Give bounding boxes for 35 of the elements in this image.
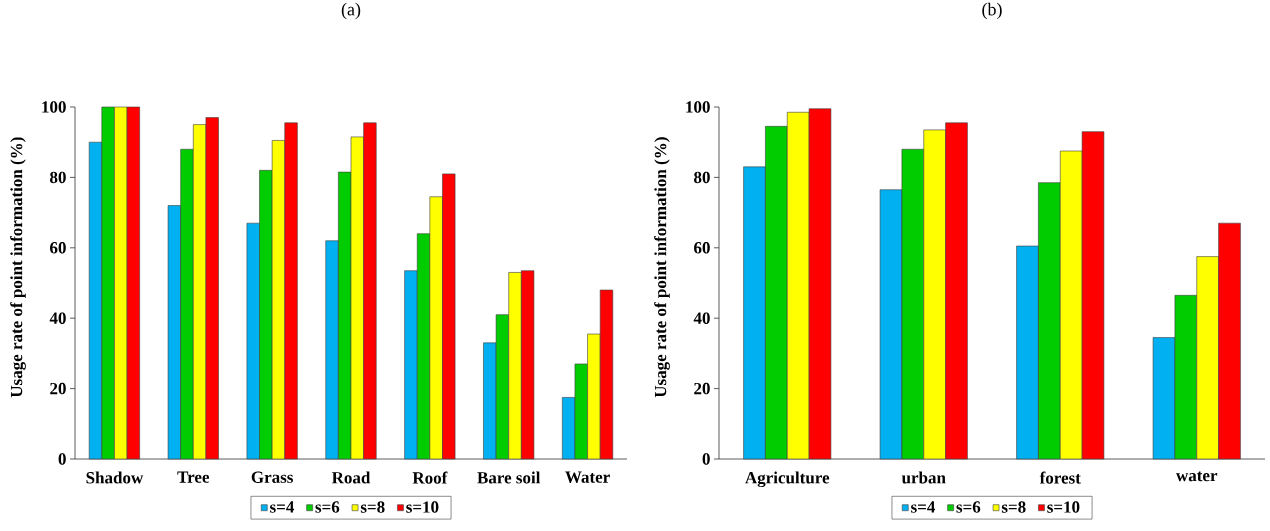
x-tick-label: Agriculture (745, 471, 830, 488)
legend-label: s=4 (911, 501, 936, 513)
x-tick-label: Roof (412, 471, 448, 484)
y-tick-label: 40 (49, 312, 66, 324)
y-tick-label: 60 (694, 242, 710, 254)
x-tick-label: water (1176, 471, 1218, 482)
x-tick-label: forest (1039, 471, 1081, 484)
y-tick-label: 20 (694, 382, 710, 395)
y-tick-label: 20 (50, 382, 66, 395)
y-tick-label: 80 (50, 171, 66, 184)
legend-label: s=8 (1001, 501, 1026, 513)
chart-title: (a) (341, 2, 361, 20)
chart-title: (b) (982, 2, 1002, 20)
x-tick-label: Shadow (86, 471, 144, 484)
x-tick-label: Water (565, 471, 610, 483)
y-axis-title: Usage rate of point information (%) (10, 137, 26, 398)
y-tick-label: 100 (42, 101, 66, 113)
legend-label: s=6 (956, 501, 981, 513)
legend-label: s=10 (406, 501, 439, 513)
x-tick-label: Bare soil (477, 471, 541, 484)
y-tick-label: 100 (686, 101, 710, 113)
x-tick-label: urban (901, 471, 946, 484)
legend-label: s=8 (360, 501, 385, 513)
legend-label: s=4 (270, 501, 295, 513)
x-tick-label: Grass (251, 471, 293, 483)
legend-label: s=10 (1047, 501, 1080, 513)
legend-label: s=6 (315, 501, 340, 513)
y-tick-label: 0 (58, 453, 66, 465)
y-tick-label: 80 (694, 171, 710, 184)
y-axis-title: Usage rate of point information (%) (654, 137, 670, 398)
y-tick-label: 0 (702, 453, 710, 465)
x-tick-label: Tree (177, 471, 210, 483)
y-tick-label: 40 (693, 312, 710, 324)
y-tick-label: 60 (50, 242, 66, 254)
x-tick-label: Road (331, 471, 371, 484)
